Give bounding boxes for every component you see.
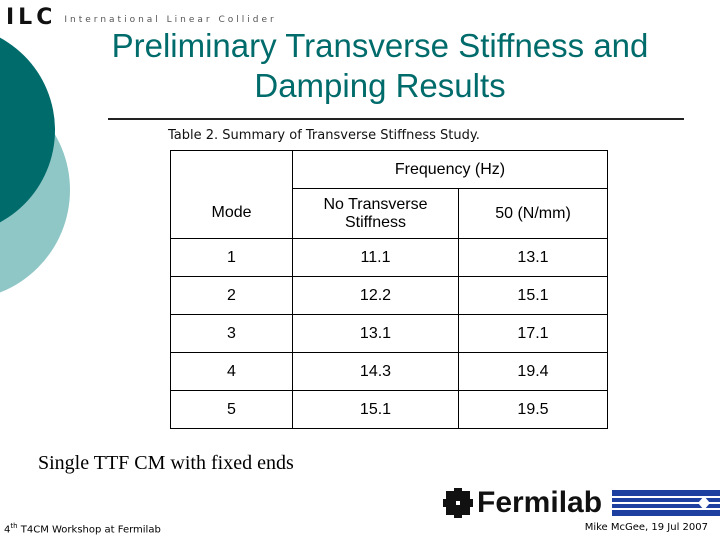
- footer-event-name: T4CM Workshop at Fermilab: [17, 524, 161, 536]
- ilc-logo-mark: ILC: [6, 4, 57, 30]
- table-cell-no-stiffness: 13.1: [292, 314, 459, 353]
- table-caption: Table 2. Summary of Transverse Stiffness…: [168, 128, 480, 143]
- dark-teal-circle: [0, 37, 55, 223]
- table-cell-no-stiffness: 14.3: [292, 352, 459, 391]
- table-cell-mode: 3: [170, 314, 293, 353]
- ilc-logo: ILC International Linear Collider: [6, 4, 277, 30]
- table-corner-cell: [170, 150, 293, 189]
- table-row: 2 12.2 15.1: [170, 276, 608, 315]
- table-row: 1 11.1 13.1: [170, 238, 608, 277]
- slide-note: Single TTF CM with fixed ends: [38, 452, 294, 474]
- table-cell-no-stiffness: 15.1: [292, 390, 459, 429]
- column-header-mode: Mode: [170, 188, 293, 239]
- column-header-50: 50 (N/mm): [458, 188, 608, 239]
- ilc-logo-text: International Linear Collider: [64, 15, 277, 25]
- slide-title: Preliminary Transverse Stiffness and Dam…: [70, 26, 690, 106]
- table-row: 3 13.1 17.1: [170, 314, 608, 353]
- footer-event-suffix: th: [10, 522, 18, 530]
- table-cell-no-stiffness: 12.2: [292, 276, 459, 315]
- table-cell-50: 13.1: [458, 238, 608, 277]
- table-cell-50: 19.5: [458, 390, 608, 429]
- table-row: 4 14.3 19.4: [170, 352, 608, 391]
- stiffness-table: Frequency (Hz) Mode No Transverse Stiffn…: [170, 150, 608, 429]
- slide-title-line-1: Preliminary Transverse Stiffness and: [111, 27, 649, 64]
- table-cell-50: 17.1: [458, 314, 608, 353]
- fermilab-wordmark: Fermilab: [477, 486, 603, 519]
- table-cell-mode: 5: [170, 390, 293, 429]
- table-cell-50: 19.4: [458, 352, 608, 391]
- fermilab-logo: Fermilab: [443, 486, 602, 520]
- column-header-no-stiffness: No Transverse Stiffness: [292, 188, 459, 239]
- fermilab-stripe-graphic: [612, 490, 720, 516]
- table-cell-mode: 4: [170, 352, 293, 391]
- table-cell-mode: 1: [170, 238, 293, 277]
- footer-event: 4th T4CM Workshop at Fermilab: [4, 522, 161, 535]
- table-cell-no-stiffness: 11.1: [292, 238, 459, 277]
- decorative-circles: [0, 37, 70, 293]
- table-header-row: Mode No Transverse Stiffness 50 (N/mm): [170, 188, 608, 239]
- title-divider: [108, 118, 684, 120]
- table-row: 5 15.1 19.5: [170, 390, 608, 429]
- footer-event-number: 4: [4, 524, 11, 536]
- table-group-header-row: Frequency (Hz): [170, 150, 608, 189]
- frequency-group-header: Frequency (Hz): [292, 150, 608, 189]
- footer-author-date: Mike McGee, 19 Jul 2007: [584, 522, 708, 533]
- fermilab-mark-icon: [443, 488, 473, 518]
- table-cell-mode: 2: [170, 276, 293, 315]
- table-cell-50: 15.1: [458, 276, 608, 315]
- slide-title-line-2: Damping Results: [254, 67, 506, 104]
